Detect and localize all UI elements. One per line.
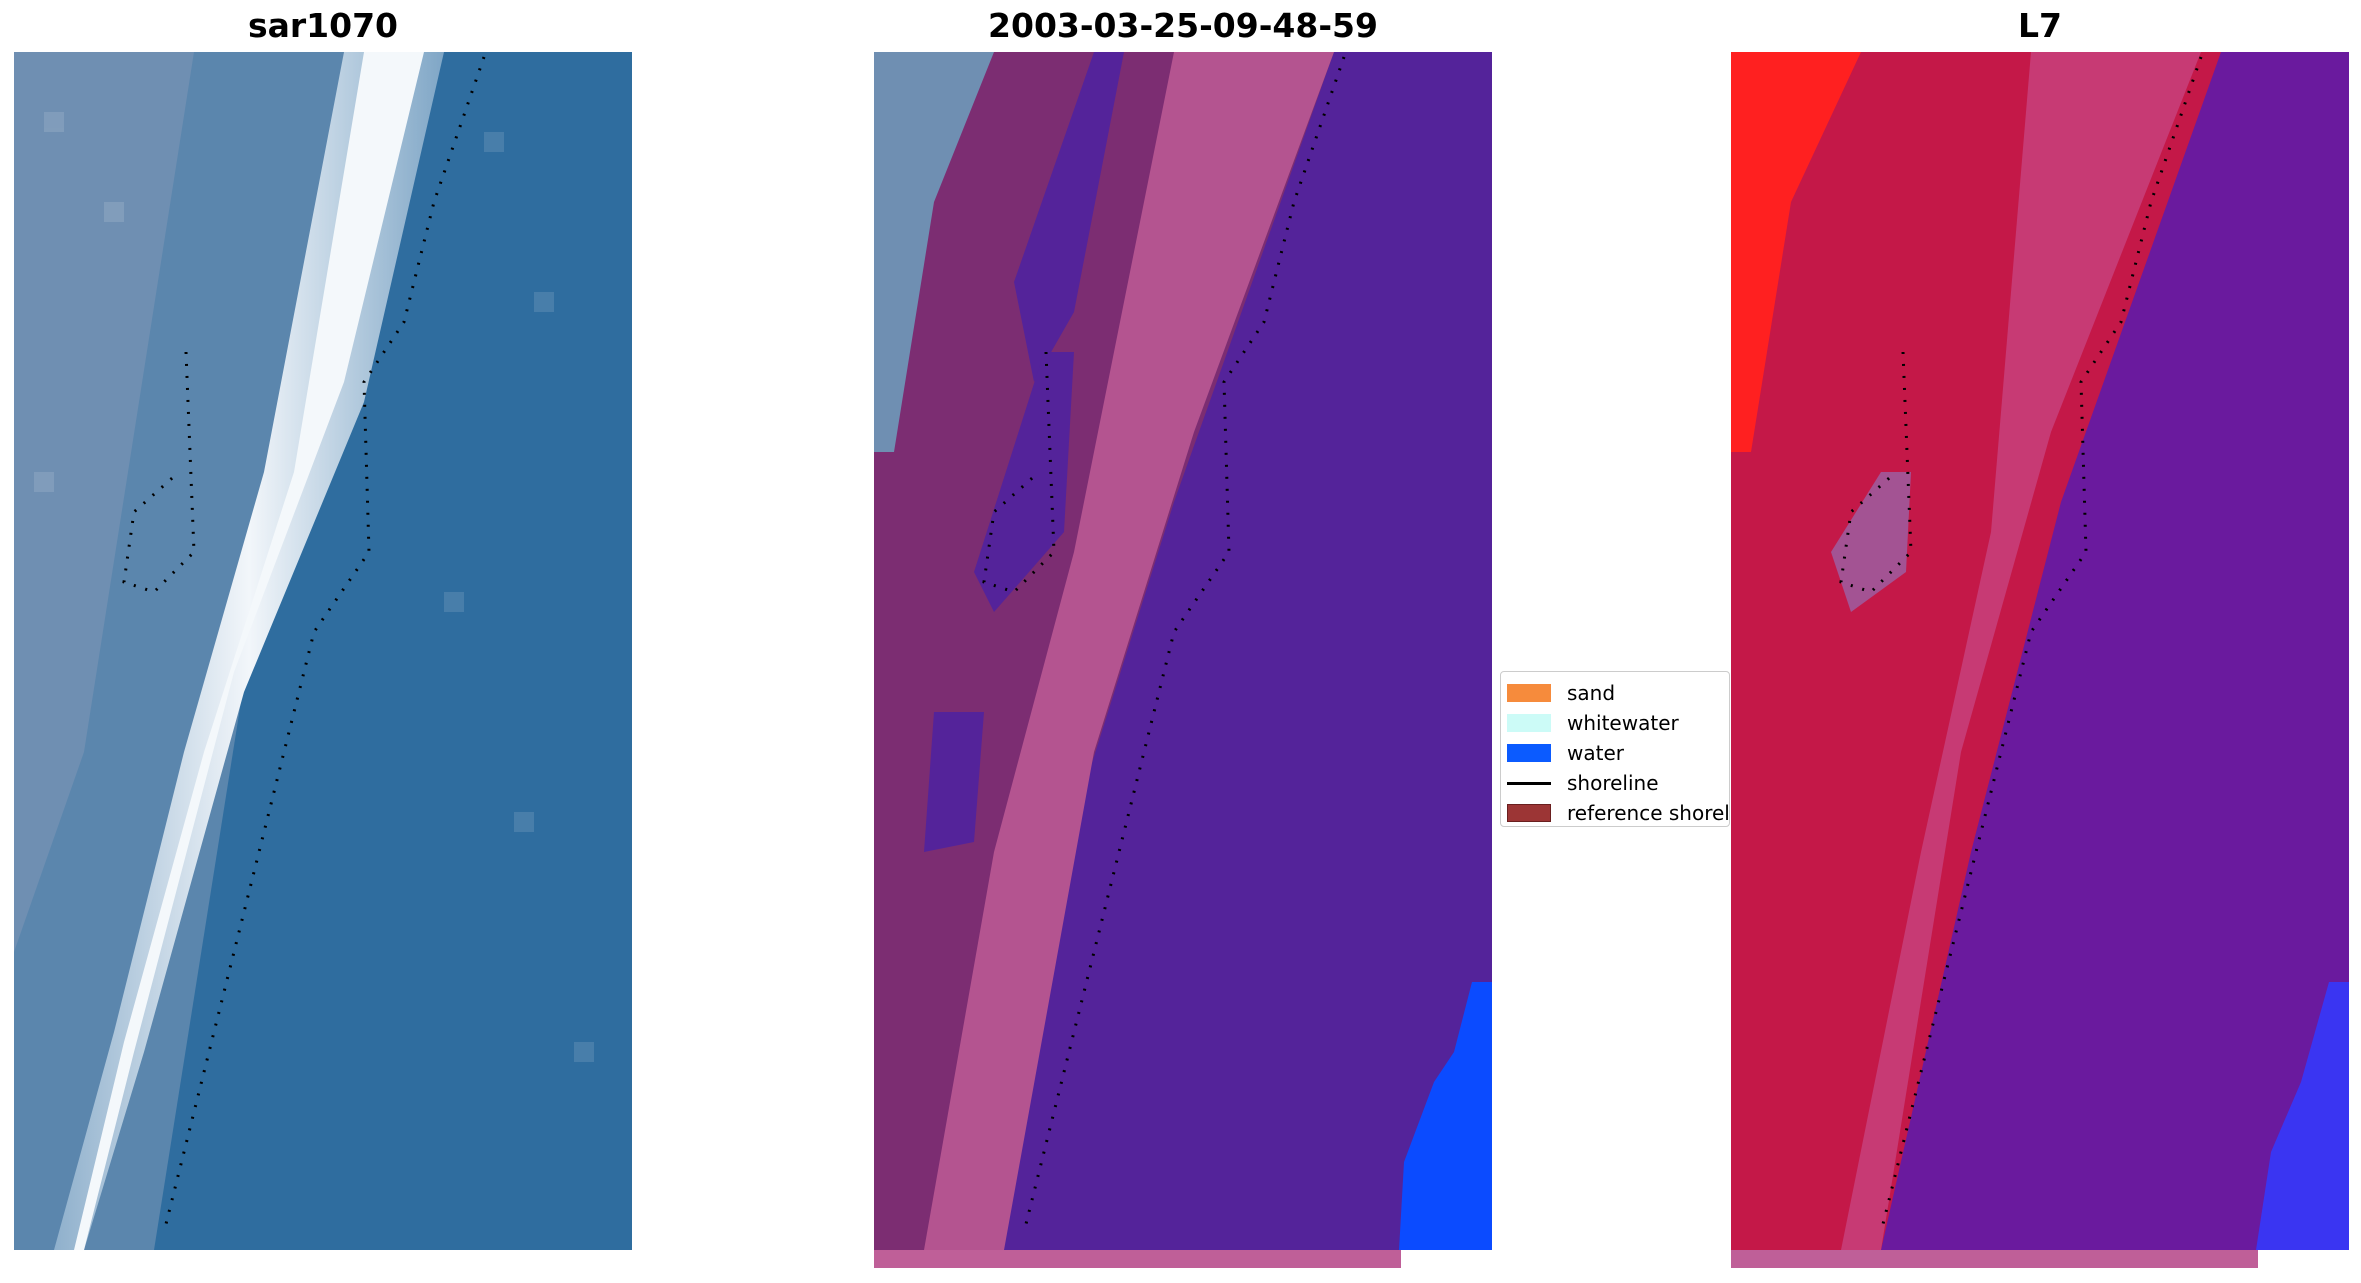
legend-label: shoreline: [1567, 771, 1659, 795]
reference-shoreline-swatch: [1507, 804, 1551, 822]
legend-label: sand: [1567, 681, 1616, 705]
whitewater-swatch: [1507, 714, 1551, 732]
panel-title-right: L7: [2018, 6, 2062, 45]
panel-title-center: 2003-03-25-09-48-59: [988, 6, 1378, 45]
legend-item-water: water: [1507, 738, 1729, 768]
classified-image-panel: [874, 52, 1492, 1250]
legend-item-whitewater: whitewater: [1507, 708, 1729, 738]
legend-item-shoreline: shoreline: [1507, 768, 1729, 798]
classified-shoreline-line: [1022, 56, 1346, 1233]
shoreline-line: [162, 56, 486, 1233]
l7-image: [1731, 52, 2349, 1250]
legend-label: reference shoreline: [1567, 801, 1730, 825]
panel-title-left: sar1070: [247, 6, 399, 45]
legend-label: whitewater: [1567, 711, 1679, 735]
reference-shoreline-strip-center: [874, 1250, 1401, 1268]
reference-shoreline-strip-right: [1731, 1250, 2258, 1268]
shoreline-swatch: [1507, 781, 1551, 785]
rgb-image: [14, 52, 632, 1250]
l7-shoreline-line: [1879, 56, 2203, 1233]
legend-label: water: [1567, 741, 1624, 765]
legend: sand whitewater water shoreline referenc…: [1500, 671, 1730, 827]
classified-image: [874, 52, 1492, 1250]
rgb-image-panel: [14, 52, 632, 1250]
water-swatch: [1507, 744, 1551, 762]
legend-item-sand: sand: [1507, 678, 1729, 708]
l7-image-panel: [1731, 52, 2349, 1250]
sand-swatch: [1507, 684, 1551, 702]
legend-item-reference-shoreline: reference shoreline: [1507, 798, 1730, 826]
